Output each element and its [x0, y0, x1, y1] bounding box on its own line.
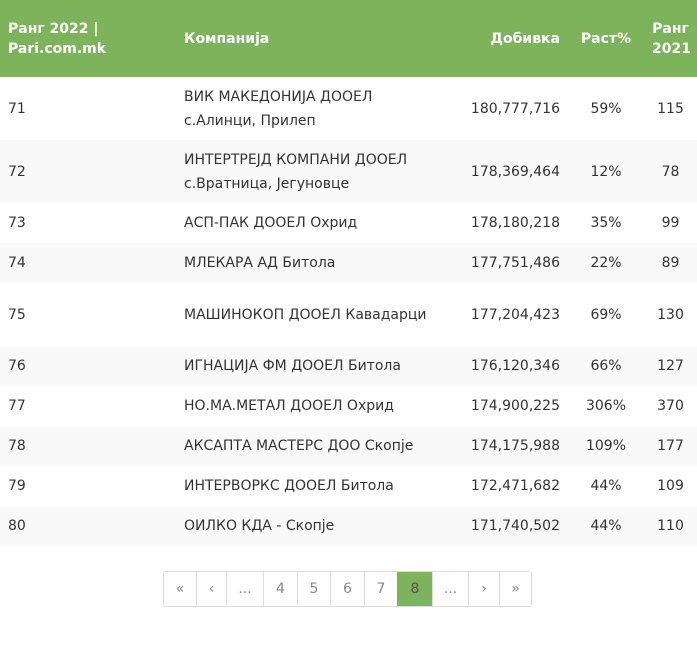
ranking-table: Ранг 2022 | Pari.com.mk Компанија Добивк… [0, 0, 697, 546]
table-row: 74 МЛЕКАРА АД Битола 177,751,486 22% 89 [0, 243, 697, 283]
company-cell: ИГНАЦИЈА ФМ ДООЕЛ Битола [184, 358, 401, 374]
rank-cell: 77 [8, 398, 26, 414]
profit-cell: 178,369,464 [470, 163, 560, 180]
table-row: 80 ОИЛКО КДА - Скопје 171,740,502 44% 110 [0, 506, 697, 546]
growth-cell: 12% [590, 163, 622, 180]
rank-2021-cell: 89 [661, 255, 680, 271]
first-page-button[interactable]: « [175, 581, 185, 597]
company-cell: НО.МА.МЕТАЛ ДООЕЛ Охрид [184, 398, 394, 414]
growth-cell: 306% [585, 398, 627, 414]
page-6[interactable]: 6 [330, 572, 364, 606]
company-cell: АКСАПТА МАСТЕРС ДОО Скопје [184, 438, 414, 454]
rank-2021-cell: 109 [657, 478, 684, 494]
table-row: 72 ИНТЕРТРЕЈД КОМПАНИ ДООЕЛ с.Вратница, Ј… [0, 140, 697, 203]
rank-cell: 79 [8, 478, 26, 494]
growth-cell: 66% [590, 358, 622, 374]
company-cell: ИНТЕРТРЕЈД КОМПАНИ ДООЕЛ с.Вратница, Јег… [184, 151, 408, 192]
table-row: 75 МАШИНОКОП ДООЕЛ Кавадарци 177,204,423 69… [0, 283, 697, 346]
page-5[interactable]: 5 [297, 572, 330, 606]
page-7[interactable]: 7 [364, 572, 397, 606]
prev-page-button[interactable]: ‹ [196, 572, 226, 606]
rank-cell: 74 [8, 255, 26, 271]
rank-cell: 78 [8, 438, 26, 454]
table-row: 73 АСП-ПАК ДООЕЛ Охрид 178,180,218 35% 99 [0, 203, 697, 243]
profit-cell: 177,204,423 [470, 306, 560, 323]
company-cell: ОИЛКО КДА - Скопје [184, 518, 335, 534]
profit-cell: 176,120,346 [470, 358, 560, 374]
pagination: «‹... 4 5 6 7 8... ›» [163, 571, 532, 607]
growth-cell: 69% [590, 306, 622, 323]
rank-2021-cell: 130 [657, 306, 684, 323]
header-rank-2022[interactable]: Ранг 2022 | Pari.com.mk [8, 20, 107, 57]
profit-cell: 178,180,218 [470, 215, 560, 231]
rank-2021-cell: 99 [661, 215, 680, 231]
growth-cell: 109% [585, 438, 627, 454]
profit-cell: 171,740,502 [470, 518, 560, 534]
ellipsis[interactable]: ... [432, 572, 468, 606]
table-row: 76 ИГНАЦИЈА ФМ ДООЕЛ Битола 176,120,346 66%… [0, 346, 697, 386]
profit-cell: 172,471,682 [470, 478, 560, 494]
table-row: 77 НО.МА.МЕТАЛ ДООЕЛ Охрид 174,900,225 306%… [0, 386, 697, 426]
company-cell: АСП-ПАК ДООЕЛ Охрид [184, 215, 358, 231]
rank-2021-cell: 78 [661, 163, 680, 180]
rank-2021-cell: 177 [657, 438, 684, 454]
company-cell: МЛЕКАРА АД Битола [184, 255, 336, 271]
table-row: 71 ВИК МАКЕДОНИЈА ДООЕЛ с.Алинци, Прилеп 1… [0, 77, 697, 140]
rank-2021-cell: 370 [657, 398, 684, 414]
profit-cell: 180,777,716 [470, 100, 560, 117]
rank-cell: 72 [8, 163, 26, 180]
page-4[interactable]: 4 [263, 572, 297, 606]
table-header: Ранг 2022 | Pari.com.mk Компанија Добивк… [0, 0, 697, 77]
header-rank-2021[interactable]: Ранг 2021 [652, 20, 691, 57]
table-row: 79 ИНТЕРВОРКС ДООЕЛ Битола 172,471,682 44% 1… [0, 466, 697, 506]
growth-cell: 59% [590, 100, 622, 117]
page-8[interactable]: 8 [397, 572, 432, 606]
company-cell: МАШИНОКОП ДООЕЛ Кавадарци [184, 306, 427, 323]
company-cell: ИНТЕРВОРКС ДООЕЛ Битола [184, 478, 394, 494]
next-page-button[interactable]: › [468, 572, 499, 606]
rank-2021-cell: 110 [657, 518, 684, 534]
growth-cell: 44% [590, 518, 622, 534]
table-row: 78 АКСАПТА МАСТЕРС ДОО Скопје 174,175,988 1… [0, 426, 697, 466]
header-growth[interactable]: Раст% [580, 30, 632, 47]
profit-cell: 177,751,486 [470, 255, 560, 271]
rank-2021-cell: 127 [657, 358, 684, 374]
growth-cell: 44% [590, 478, 622, 494]
rank-cell: 75 [8, 306, 26, 323]
profit-cell: 174,175,988 [470, 438, 560, 454]
rank-cell: 80 [8, 518, 26, 534]
rank-cell: 73 [8, 215, 26, 231]
rank-cell: 76 [8, 358, 26, 374]
header-profit[interactable]: Добивка [490, 30, 560, 47]
header-company[interactable]: Компанија [184, 30, 270, 47]
ellipsis[interactable]: ... [226, 572, 263, 606]
last-page-button[interactable]: » [499, 572, 531, 606]
company-cell: ВИК МАКЕДОНИЈА ДООЕЛ с.Алинци, Прилеп [184, 88, 373, 129]
growth-cell: 22% [590, 255, 622, 271]
rank-cell: 71 [8, 100, 26, 117]
growth-cell: 35% [590, 215, 622, 231]
profit-cell: 174,900,225 [470, 398, 560, 414]
rank-2021-cell: 115 [657, 100, 684, 117]
